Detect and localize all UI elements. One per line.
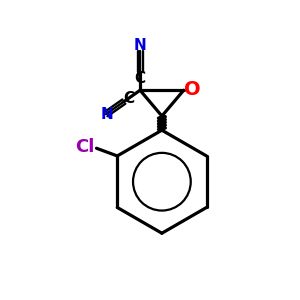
Text: C: C bbox=[123, 91, 134, 106]
Text: C: C bbox=[134, 71, 146, 86]
Text: Cl: Cl bbox=[75, 138, 94, 156]
Text: N: N bbox=[134, 38, 146, 53]
Text: N: N bbox=[100, 106, 113, 122]
Text: O: O bbox=[184, 80, 201, 99]
